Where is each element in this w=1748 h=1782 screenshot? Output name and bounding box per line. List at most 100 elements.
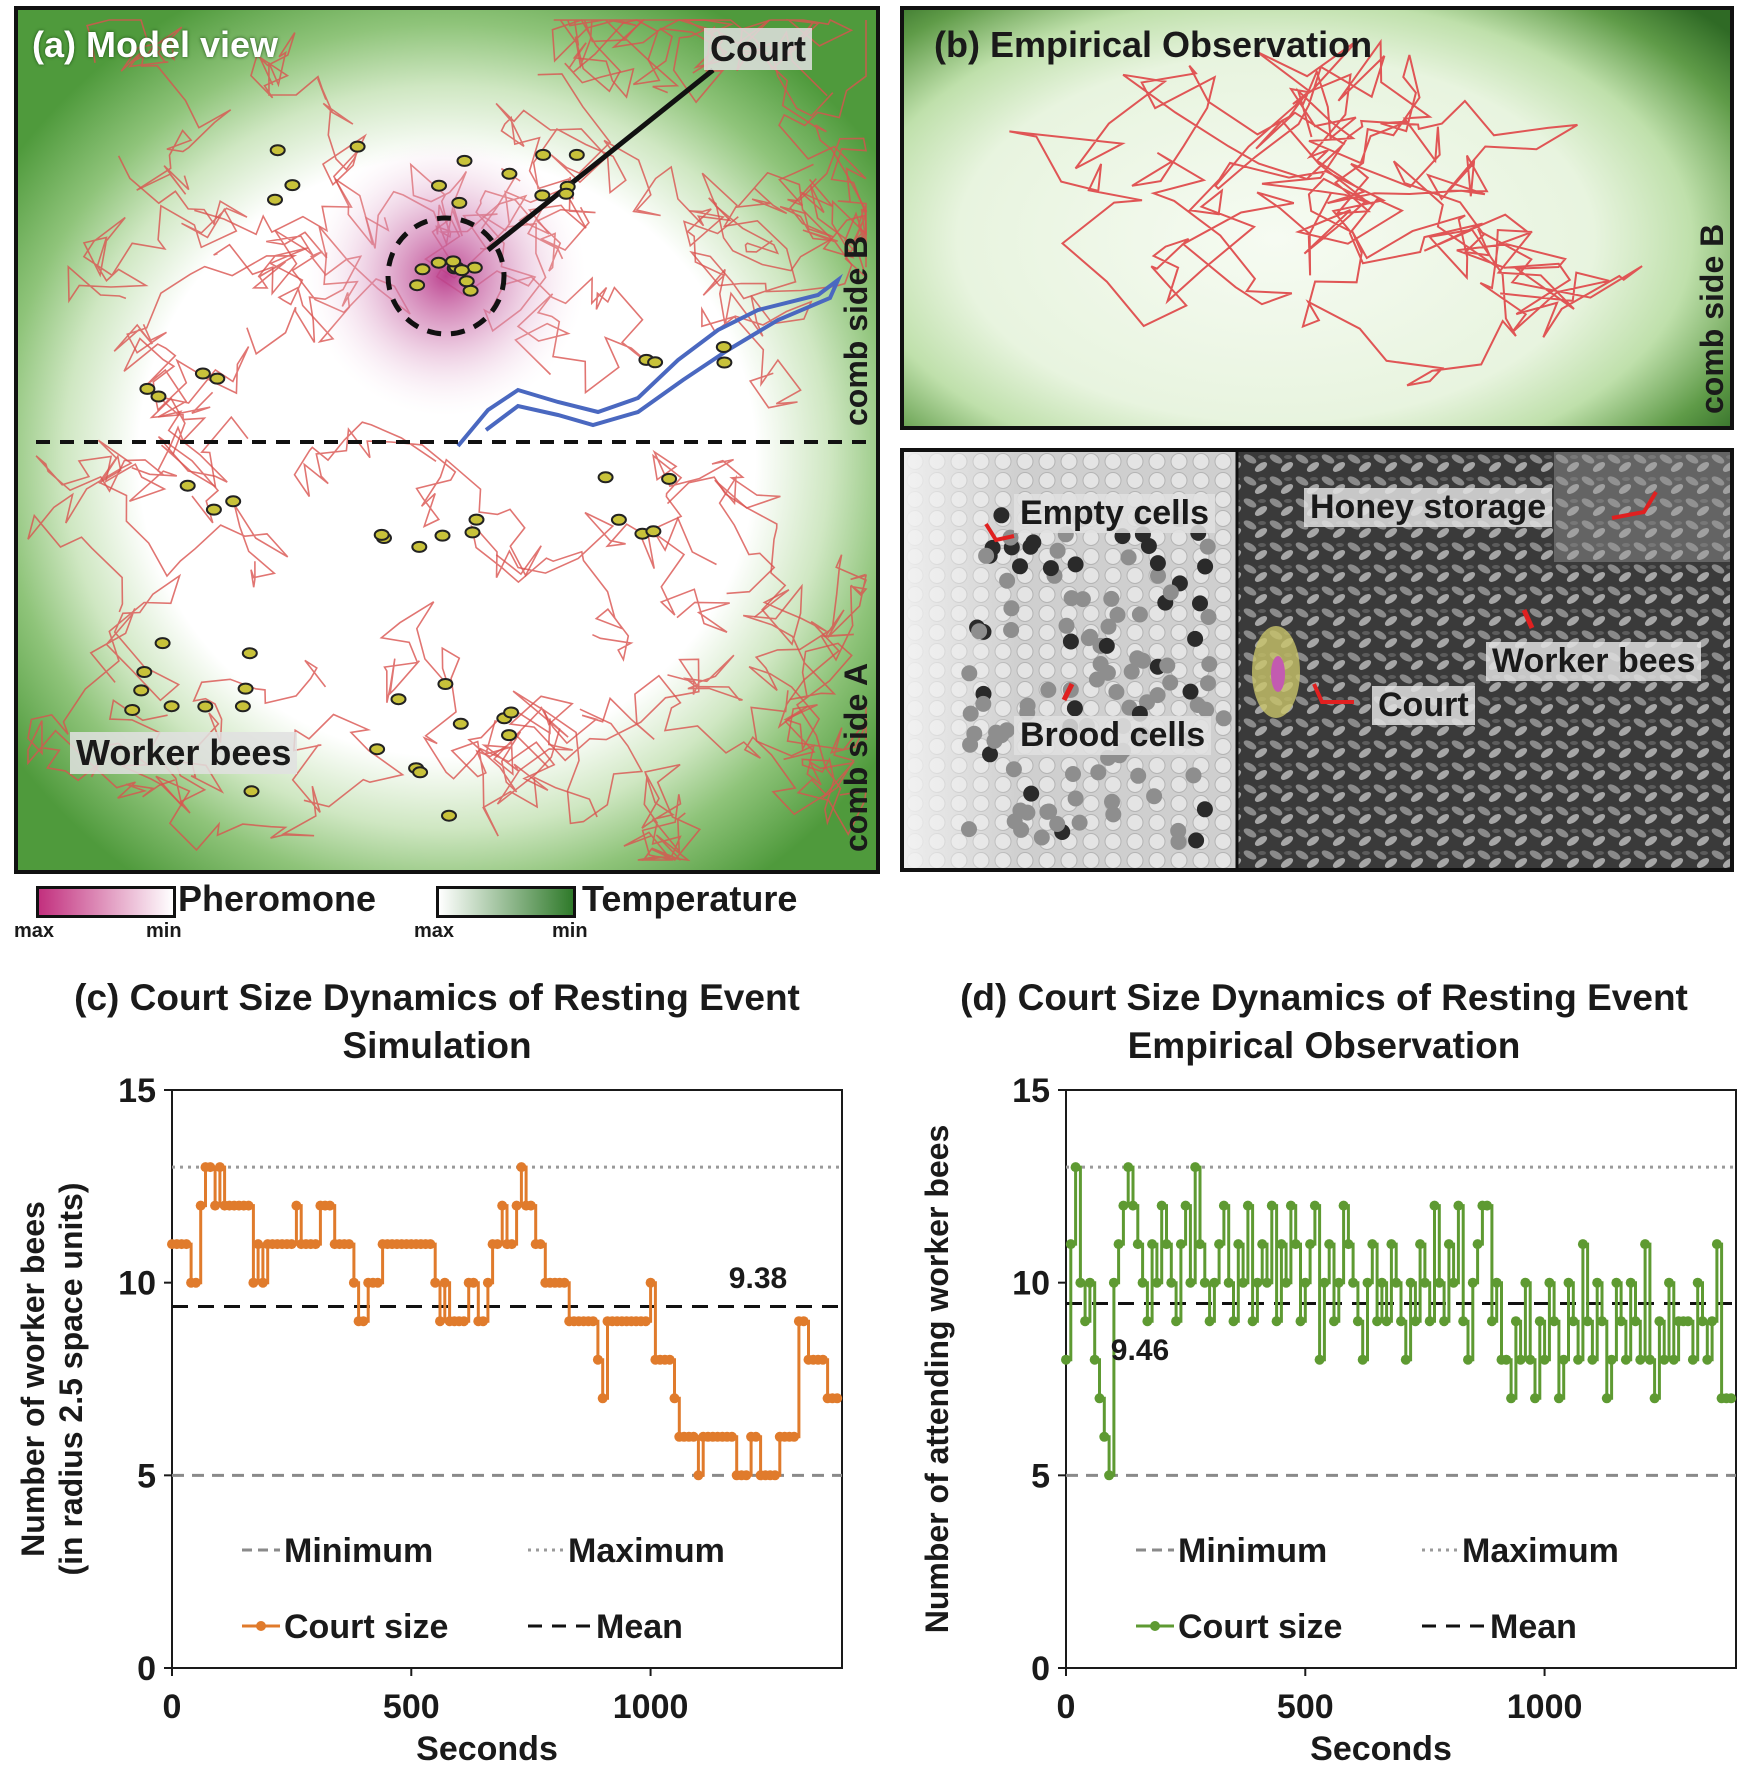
- court-size-point: [1367, 1239, 1378, 1250]
- chart-c-subtitle: Simulation: [342, 1025, 532, 1066]
- court-size-point: [1171, 1316, 1182, 1327]
- agent-trajectory: [86, 19, 232, 195]
- agent-trajectory: [682, 208, 813, 409]
- court-size-point: [726, 1431, 737, 1442]
- temperature-label: Temperature: [582, 878, 798, 919]
- court-size-point: [1238, 1277, 1249, 1288]
- court-size-point: [1108, 1277, 1119, 1288]
- brood-cell: [966, 725, 983, 742]
- worker-bee-icon: [568, 148, 585, 161]
- court-size-point: [1582, 1316, 1593, 1327]
- court-size-point: [181, 1239, 192, 1250]
- worker-bee-icon: [452, 717, 469, 730]
- court-size-point: [1472, 1239, 1483, 1250]
- court-label: Court: [704, 28, 812, 70]
- worker-bee-icon: [456, 154, 473, 167]
- brood-cell: [1025, 534, 1042, 551]
- chart-c: 0 5 10 15 0 500 1000 9.38 Minimum Maximum Court si…: [15, 1072, 843, 1768]
- brood-cell: [1198, 701, 1215, 718]
- court-size-point: [1233, 1239, 1244, 1250]
- y-tick-label: 15: [118, 1072, 156, 1110]
- court-size-point: [1668, 1354, 1679, 1365]
- court-size-point: [588, 1316, 599, 1327]
- brood-cell: [1170, 833, 1187, 850]
- worker-bee-icon: [205, 503, 222, 516]
- court-size-point: [482, 1277, 493, 1288]
- court-size-point: [1501, 1354, 1512, 1365]
- court-size-point: [1084, 1277, 1095, 1288]
- court-size-point: [1558, 1354, 1569, 1365]
- x-tick-label: 500: [1277, 1688, 1334, 1726]
- worker-bee-icon: [458, 275, 475, 288]
- chart-c-title: (c) Court Size Dynamics of Resting Event: [74, 977, 800, 1018]
- court-size-point: [1372, 1316, 1383, 1327]
- worker-bee-icon: [409, 279, 426, 292]
- court-size-point: [1520, 1277, 1531, 1288]
- brood-cell: [1099, 664, 1116, 681]
- temperature-max-label: max: [414, 920, 455, 942]
- brood-cell: [1003, 600, 1020, 617]
- worker-bee-icon: [269, 144, 286, 157]
- brood-cell: [1062, 633, 1079, 650]
- court-size-point: [1573, 1354, 1584, 1365]
- court-size-point: [1228, 1316, 1239, 1327]
- worker-bee-icon: [453, 264, 470, 277]
- court-size-point: [286, 1239, 297, 1250]
- brood-cell: [1042, 560, 1059, 577]
- pheromone-bar: [36, 886, 176, 918]
- arrow-empty-cells: [984, 522, 1015, 543]
- mean-value-label: 9.46: [1111, 1334, 1169, 1367]
- legend-mean-label: Mean: [596, 1608, 683, 1646]
- court-size-point: [1151, 1277, 1162, 1288]
- court-size-point: [1386, 1239, 1397, 1250]
- x-tick-label: 1000: [613, 1688, 689, 1726]
- worker-bee-icon: [349, 140, 366, 153]
- court-size-point: [1553, 1393, 1564, 1404]
- worker-bee-icon: [154, 637, 171, 650]
- court-circle: [385, 215, 507, 337]
- court-size-point: [1534, 1316, 1545, 1327]
- x-tick-label: 0: [1057, 1688, 1076, 1726]
- agent-trajectory: [623, 763, 702, 862]
- brood-cell: [1019, 697, 1036, 714]
- chart-d-title-block: (d) Court Size Dynamics of Resting Event…: [900, 974, 1748, 1070]
- chart-c-title-block: (c) Court Size Dynamics of Resting Event…: [0, 974, 874, 1070]
- y-tick-label: 10: [118, 1265, 156, 1303]
- court-size-point: [1577, 1239, 1588, 1250]
- worker-bee-icon: [267, 193, 283, 206]
- brood-cell: [1130, 767, 1147, 784]
- brood-cell: [1098, 637, 1115, 654]
- comb-side-a-label: comb side A: [838, 662, 874, 852]
- court-size-point: [1458, 1316, 1469, 1327]
- brood-cell: [1023, 785, 1040, 802]
- court-size-point: [688, 1431, 699, 1442]
- court-size-point: [1295, 1316, 1306, 1327]
- brood-cell: [1215, 710, 1232, 727]
- court-size-point: [1448, 1277, 1459, 1288]
- court-size-point: [492, 1239, 503, 1250]
- court-size-point: [1190, 1162, 1201, 1173]
- court-size-point: [1510, 1316, 1521, 1327]
- court-size-point: [1161, 1239, 1172, 1250]
- worker-bee-icon: [237, 682, 254, 695]
- brood-cell: [1187, 630, 1204, 647]
- brood-cell: [1074, 591, 1091, 608]
- court-size-point: [1453, 1200, 1464, 1211]
- court-size-point: [1525, 1354, 1536, 1365]
- court-size-point: [1305, 1239, 1316, 1250]
- court-size-point: [770, 1470, 780, 1481]
- pheromone-cloud: [306, 136, 586, 416]
- brood-cell: [1005, 761, 1022, 778]
- worker-bee-icon: [133, 684, 150, 697]
- court-size-point: [1635, 1354, 1646, 1365]
- brood-cell: [1065, 766, 1081, 782]
- brood-cell: [1058, 617, 1075, 634]
- worker-bee-icon: [179, 479, 196, 492]
- court-size-point: [1568, 1316, 1579, 1327]
- brood-cell: [1162, 584, 1179, 601]
- court-size-point: [1309, 1200, 1320, 1211]
- worker-bee-icon: [466, 261, 483, 274]
- court-size-point: [1137, 1277, 1148, 1288]
- worker-bee-icon: [163, 700, 180, 713]
- empty-cells-label: Empty cells: [1014, 494, 1215, 533]
